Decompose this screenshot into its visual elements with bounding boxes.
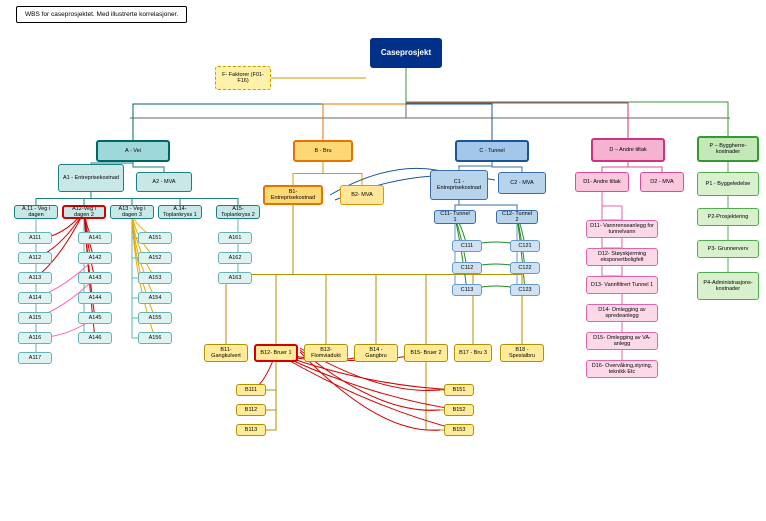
wbs-node-A153: A153 <box>138 272 172 284</box>
wbs-node-B1: B1- Entreprisekostnad <box>263 185 323 205</box>
wbs-node-factors: F- Faktorer (F01-F16) <box>215 66 271 90</box>
wbs-node-A114: A114 <box>18 292 52 304</box>
wbs-node-P: P – Byggherre-kostnader <box>697 136 759 162</box>
wbs-node-C122: C122 <box>510 262 540 274</box>
wbs-node-B113: B113 <box>236 424 266 436</box>
wbs-node-A152: A152 <box>138 252 172 264</box>
wbs-node-A115: A115 <box>18 312 52 324</box>
wbs-node-A161: A161 <box>218 232 252 244</box>
wbs-node-D16: D16- Overvåking,styring, teknikk Etc <box>586 360 658 378</box>
wbs-node-P2: P2-Prosjektering <box>697 208 759 226</box>
wbs-node-B15: B15- Bruer 2 <box>404 344 448 362</box>
wbs-node-C1: C1 - Entreprisekostnad <box>430 170 488 200</box>
wbs-node-D13: D13- Vannfiltrert Tunnel 1 <box>586 276 658 294</box>
wbs-node-A154: A154 <box>138 292 172 304</box>
wbs-node-B13: B13- Flomviadukt <box>304 344 348 362</box>
wbs-node-A163: A163 <box>218 272 252 284</box>
wbs-node-B153: B153 <box>444 424 474 436</box>
wbs-node-A: A - Vei <box>96 140 170 162</box>
wbs-node-D2: D2 - MVA <box>640 172 684 192</box>
wbs-node-C112: C112 <box>452 262 482 274</box>
wbs-node-A1: A1 - Entreprisekostnad <box>58 164 124 192</box>
wbs-node-C121: C121 <box>510 240 540 252</box>
wbs-node-A162: A162 <box>218 252 252 264</box>
wbs-node-A145: A145 <box>78 312 112 324</box>
wbs-node-A143: A143 <box>78 272 112 284</box>
wbs-node-A117: A117 <box>18 352 52 364</box>
wbs-node-D11: D11- Vannrenseanlegg for tunnelvann <box>586 220 658 238</box>
wbs-node-D15: D15- Omlegging av VA-anlegg <box>586 332 658 350</box>
wbs-node-D: D – Andre tiltak <box>591 138 665 162</box>
wbs-node-B12: B12- Bruer 1 <box>254 344 298 362</box>
wbs-node-A144: A144 <box>78 292 112 304</box>
wbs-node-D1: D1- Andre tiltak <box>575 172 629 192</box>
wbs-node-root: Caseprosjekt <box>370 38 442 68</box>
wbs-node-A116: A116 <box>18 332 52 344</box>
wbs-node-A151: A151 <box>138 232 172 244</box>
wbs-node-A111: A111 <box>18 232 52 244</box>
wbs-node-A142: A142 <box>78 252 112 264</box>
wbs-node-P4: P4-Administrasjons-kostnader <box>697 272 759 300</box>
wbs-node-A2: A2 - MVA <box>136 172 192 192</box>
wbs-node-A155: A155 <box>138 312 172 324</box>
wbs-node-B16: B17 - Bru 3 <box>454 344 492 362</box>
wbs-node-B112: B112 <box>236 404 266 416</box>
wbs-node-A14: A.14- Toplankryss 1 <box>158 205 202 219</box>
wbs-node-C11: C11- Tunnel 1 <box>434 210 476 224</box>
wbs-node-B14: B14 - Gangbru <box>354 344 398 362</box>
wbs-node-C2: C2 - MVA <box>498 172 546 194</box>
wbs-node-P3: P3- Grunnerverv <box>697 240 759 258</box>
wbs-node-B152: B152 <box>444 404 474 416</box>
wbs-node-C123: C123 <box>510 284 540 296</box>
wbs-node-A11: A.11 - Veg i dagen <box>14 205 58 219</box>
wbs-node-A112: A112 <box>18 252 52 264</box>
wbs-node-C: C - Tunnel <box>455 140 529 162</box>
wbs-node-B2: B2- MVA <box>340 185 384 205</box>
wbs-node-C12: C12- Tunnel 2 <box>496 210 538 224</box>
wbs-node-B111: B111 <box>236 384 266 396</box>
diagram-title: WBS for caseprosjektet. Med illustrerte … <box>16 6 187 23</box>
wbs-node-D14: D14- Omlegging av spredeanlegg <box>586 304 658 322</box>
wbs-node-C113: C113 <box>452 284 482 296</box>
wbs-node-A146: A146 <box>78 332 112 344</box>
wbs-node-D12: D12- Støyskjerming eksponertboligfelt <box>586 248 658 266</box>
wbs-node-A113: A113 <box>18 272 52 284</box>
wbs-node-P1: P1 - Byggeledelse <box>697 172 759 196</box>
wbs-node-A15: A15- Toplankryss 2 <box>216 205 260 219</box>
wbs-node-C111: C111 <box>452 240 482 252</box>
wbs-node-A13: A13 - Veg i dagen 3 <box>110 205 154 219</box>
wbs-node-A156: A156 <box>138 332 172 344</box>
wbs-node-B11: B11- Gangkulvert <box>204 344 248 362</box>
wbs-node-B: B - Bru <box>293 140 353 162</box>
wbs-node-A12: A12-Veg i dagen 2 <box>62 205 106 219</box>
wbs-node-B18: B18 - Spesialbru <box>500 344 544 362</box>
wbs-node-A141: A141 <box>78 232 112 244</box>
wbs-node-B151: B151 <box>444 384 474 396</box>
